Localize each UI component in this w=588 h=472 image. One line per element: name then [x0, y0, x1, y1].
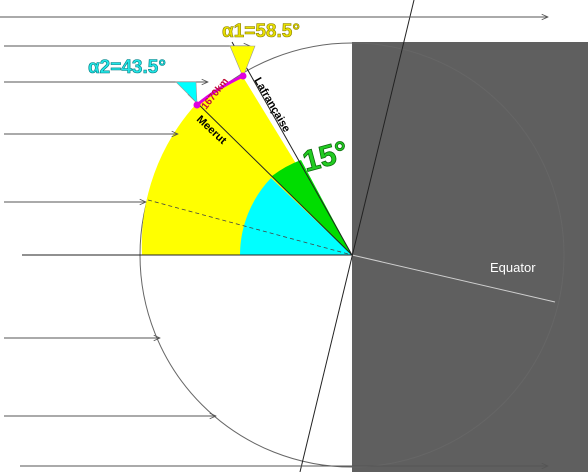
- cyan-sector: [240, 178, 352, 255]
- equator-line: [351, 254, 556, 303]
- green-sector: [272, 160, 352, 255]
- night-side: [352, 42, 588, 472]
- alpha1-angle-wedge: [229, 45, 256, 78]
- city-dot-lafrancaise: [239, 72, 247, 80]
- alpha2-label: α2=43.5°: [88, 57, 166, 78]
- angle-diff-label: 15°: [299, 135, 351, 179]
- radius-lafrancaise: [231, 41, 353, 256]
- earth-axis: [299, 0, 415, 472]
- equator-label: Equator: [490, 260, 536, 275]
- alpha2-angle-wedge: [175, 81, 198, 104]
- dashed-radius: [147, 199, 353, 256]
- alpha1-label: α1=58.5°: [222, 21, 300, 42]
- radius-meerut: [187, 93, 353, 256]
- city-dot-meerut: [193, 101, 201, 109]
